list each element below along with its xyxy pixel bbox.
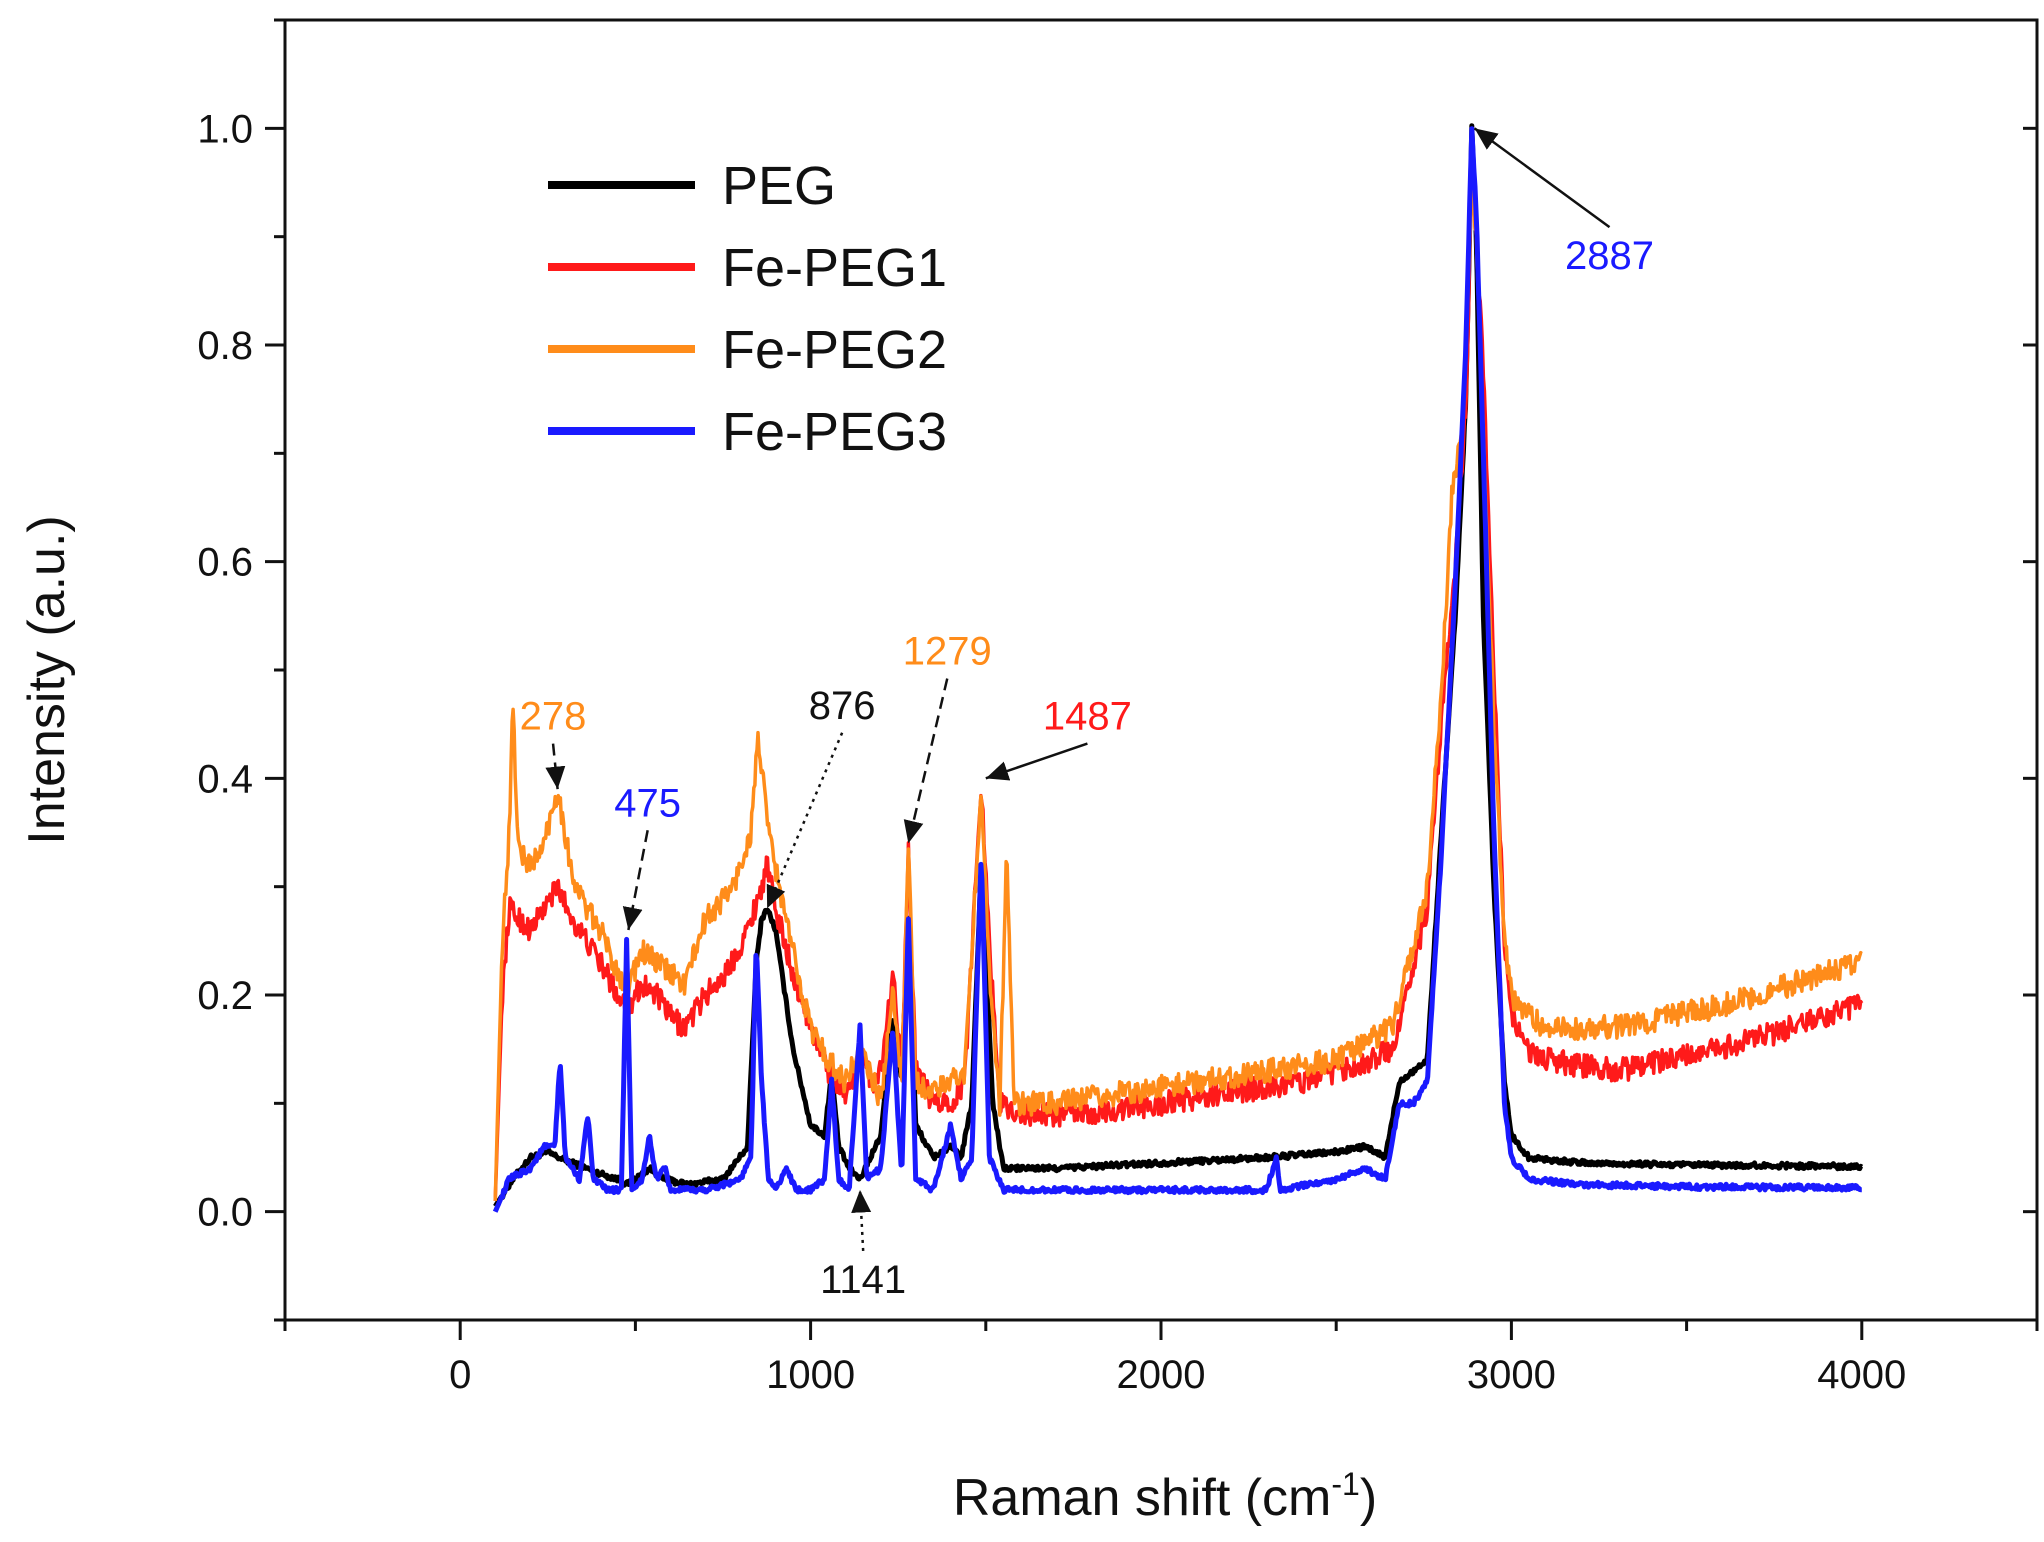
- legend: PEG Fe-PEG1 Fe-PEG2 Fe-PEG3: [548, 156, 947, 462]
- series-line-fe-peg2: [493, 183, 1863, 1201]
- y-tick-label: 0.4: [197, 757, 253, 801]
- y-tick-label: 0.6: [197, 541, 253, 585]
- plot-frame: [283, 18, 2039, 1322]
- annotation-arrow-2887: [1473, 127, 1611, 229]
- x-axis-title-main: Raman shift (cm: [953, 1469, 1332, 1527]
- ticks-layer: 0 1000 2000 3000 4000 0.0 0.2 0.4 0.6 0.8 1.0: [197, 18, 2039, 1397]
- annotation-arrow-1487: [985, 742, 1088, 781]
- annotations-layer: 278 475 876 1279 1487 2887 1141: [520, 127, 1654, 1302]
- series-line-peg: [493, 123, 1864, 1208]
- annotation-arrow-876: [766, 732, 844, 909]
- series-line-fe-peg1: [493, 178, 1864, 1201]
- annotation-label-1487: 1487: [1043, 695, 1132, 739]
- annotation-label-2887: 2887: [1565, 234, 1654, 278]
- y-axis-title: Intensity (a.u.): [18, 515, 76, 844]
- annotation-label-278: 278: [520, 695, 587, 739]
- y-tick-label: 0.8: [197, 324, 253, 368]
- x-tick-label: 1000: [766, 1353, 855, 1397]
- y-tick-label: 0.2: [197, 974, 253, 1018]
- x-tick-label: 0: [449, 1353, 471, 1397]
- y-tick-label: 1.0: [197, 107, 253, 151]
- annotation-label-1141: 1141: [820, 1258, 906, 1302]
- annotation-arrow-278: [545, 743, 566, 790]
- legend-label-peg: PEG: [722, 156, 836, 216]
- series-layer: [492, 123, 1864, 1213]
- x-axis-title-sup: -1: [1331, 1466, 1359, 1502]
- annotation-label-1279: 1279: [903, 630, 992, 674]
- annotation-label-876: 876: [809, 684, 876, 728]
- x-tick-label: 4000: [1817, 1353, 1906, 1397]
- annotation-arrow-475: [622, 830, 649, 931]
- series-line-fe-peg3: [492, 126, 1864, 1213]
- x-tick-label: 3000: [1467, 1353, 1556, 1397]
- annotation-arrow-1279: [903, 678, 949, 844]
- x-axis-title-suffix: ): [1360, 1469, 1377, 1527]
- x-axis-title: Raman shift (cm-1): [953, 1466, 1377, 1527]
- annotation-label-475: 475: [614, 781, 681, 825]
- annotation-arrow-1141: [851, 1189, 872, 1251]
- legend-label-fe-peg2: Fe-PEG2: [722, 320, 947, 380]
- y-tick-label: 0.0: [197, 1191, 253, 1235]
- legend-label-fe-peg3: Fe-PEG3: [722, 402, 947, 462]
- legend-label-fe-peg1: Fe-PEG1: [722, 238, 947, 298]
- x-tick-label: 2000: [1117, 1353, 1206, 1397]
